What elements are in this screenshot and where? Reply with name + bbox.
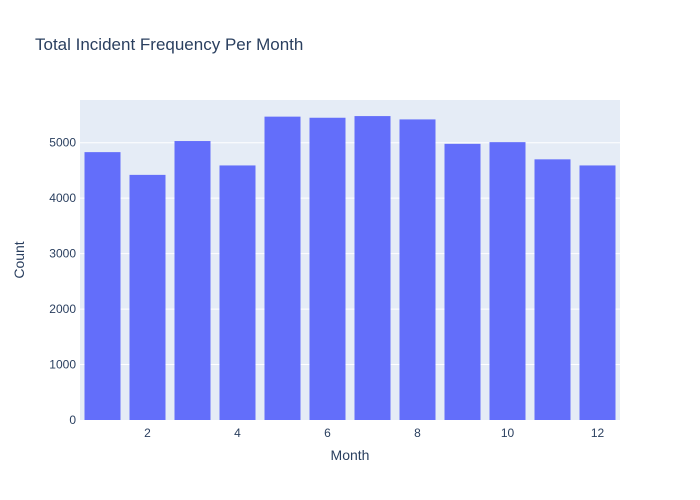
plot-area xyxy=(80,100,620,420)
bar-month-5[interactable] xyxy=(264,116,301,420)
bar-month-8[interactable] xyxy=(399,119,436,421)
bar-month-6[interactable] xyxy=(309,117,346,421)
bars xyxy=(84,116,616,421)
bar-month-9[interactable] xyxy=(444,143,481,421)
y-tick-label: 1000 xyxy=(49,358,76,372)
gridlines xyxy=(80,142,620,366)
y-axis-ticks: 0 1000 2000 3000 4000 5000 xyxy=(49,136,76,427)
bar-month-7[interactable] xyxy=(354,116,391,420)
bar-month-11[interactable] xyxy=(534,159,571,420)
x-axis-title: Month xyxy=(331,447,370,463)
x-tick-label: 10 xyxy=(501,426,515,440)
x-tick-label: 12 xyxy=(591,426,605,440)
x-axis-ticks: 2 4 6 8 10 12 xyxy=(144,426,604,440)
bar-month-2[interactable] xyxy=(129,174,166,420)
x-tick-label: 2 xyxy=(144,426,151,440)
bar-month-1[interactable] xyxy=(84,152,121,420)
y-tick-label: 3000 xyxy=(49,247,76,261)
y-tick-label: 5000 xyxy=(49,136,76,150)
y-tick-label: 0 xyxy=(69,413,76,427)
bar-month-12[interactable] xyxy=(579,165,616,420)
x-tick-label: 8 xyxy=(414,426,421,440)
chart-title: Total Incident Frequency Per Month xyxy=(35,35,303,54)
y-tick-label: 4000 xyxy=(49,191,76,205)
y-tick-label: 2000 xyxy=(49,302,76,316)
x-tick-label: 4 xyxy=(234,426,241,440)
bar-month-10[interactable] xyxy=(489,142,526,420)
x-tick-label: 6 xyxy=(324,426,331,440)
bar-month-3[interactable] xyxy=(174,141,211,420)
y-axis-title: Count xyxy=(11,241,27,278)
bar-month-4[interactable] xyxy=(219,165,256,420)
